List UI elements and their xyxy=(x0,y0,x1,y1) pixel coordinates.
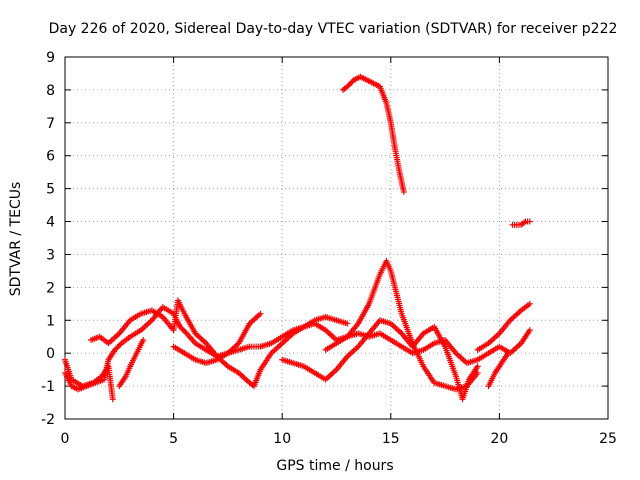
data-point xyxy=(111,346,118,353)
data-point xyxy=(113,345,120,352)
series-track-b xyxy=(62,356,116,403)
data-point xyxy=(526,300,533,307)
data-point xyxy=(140,337,147,344)
data-point xyxy=(109,396,116,403)
data-point xyxy=(344,83,351,90)
data-point xyxy=(346,80,353,87)
data-point xyxy=(179,326,186,333)
x-tick-label: 0 xyxy=(61,431,70,447)
series-track-f xyxy=(279,317,481,403)
y-tick-label: 4 xyxy=(46,215,55,231)
y-tick-label: 8 xyxy=(46,83,55,99)
data-point xyxy=(526,218,533,225)
data-point xyxy=(400,188,407,195)
x-tick-label: 10 xyxy=(273,431,291,447)
data-point xyxy=(344,320,351,327)
series-track-d xyxy=(116,337,147,390)
series-track-g xyxy=(322,327,533,367)
x-axis-label: GPS time / hours xyxy=(276,458,393,474)
chart-title: Day 226 of 2020, Sidereal Day-to-day VTE… xyxy=(49,21,618,37)
data-points xyxy=(62,73,533,403)
y-tick-label: 3 xyxy=(46,247,55,263)
data-point xyxy=(474,363,481,370)
x-tick-label: 20 xyxy=(490,431,508,447)
y-tick-label: 7 xyxy=(46,116,55,132)
data-point xyxy=(114,344,121,351)
series-track-j xyxy=(340,73,407,195)
y-tick-label: -2 xyxy=(41,412,55,428)
plot-border xyxy=(64,56,609,420)
series-track-k xyxy=(509,218,533,228)
grid-lines xyxy=(65,57,608,419)
axis-tick-labels: 0 5 10 15 20 25 -2 -1 0 1 2 3 4 5 6 7 8 9 xyxy=(41,50,617,447)
y-axis-label: SDTVAR / TECUs xyxy=(8,182,24,297)
y-tick-label: 9 xyxy=(46,50,55,66)
y-tick-label: 0 xyxy=(46,346,55,362)
data-point xyxy=(117,341,124,348)
y-tick-label: 1 xyxy=(46,313,55,329)
data-point xyxy=(178,325,185,332)
series-track-i xyxy=(485,350,512,390)
series-track-c xyxy=(88,297,351,390)
x-tick-label: 15 xyxy=(382,431,400,447)
data-point xyxy=(115,342,122,349)
x-tick-label: 25 xyxy=(599,431,617,447)
data-point xyxy=(505,350,512,357)
x-tick-label: 5 xyxy=(169,431,178,447)
data-point xyxy=(345,82,352,89)
y-tick-label: 6 xyxy=(46,149,55,165)
axis-ticks xyxy=(64,56,609,420)
data-point xyxy=(182,329,189,336)
data-point xyxy=(526,327,533,334)
y-tick-label: -1 xyxy=(41,379,55,395)
data-point xyxy=(177,323,184,330)
data-point xyxy=(181,327,188,334)
y-tick-label: 5 xyxy=(46,182,55,198)
series-track-h xyxy=(474,300,533,353)
data-point xyxy=(348,79,355,86)
data-point xyxy=(257,310,264,317)
y-tick-label: 2 xyxy=(46,280,55,296)
